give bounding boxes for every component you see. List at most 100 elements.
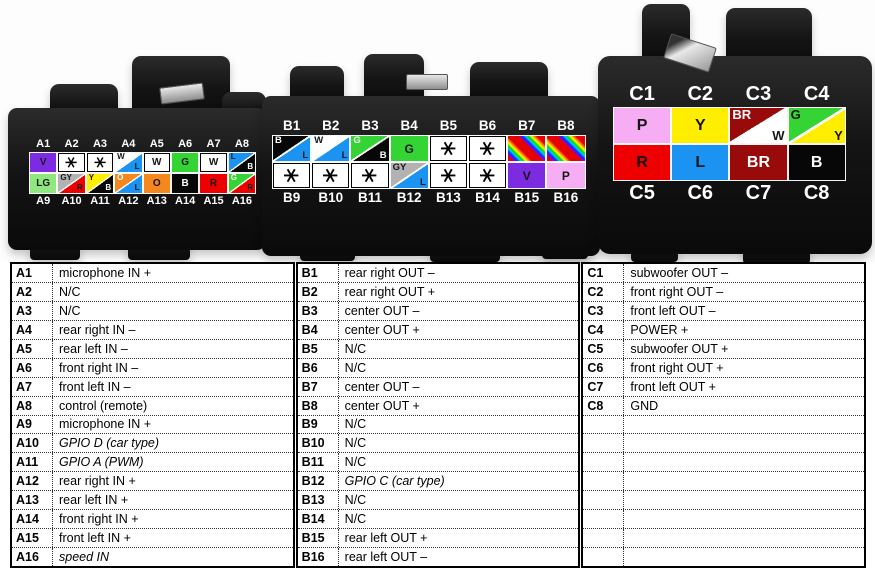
pin-b14: ∗ [467,162,508,189]
pin-label-a4: A4 [121,138,136,150]
pin-id-cell: A10 [12,434,53,453]
table-row: C4 POWER + [583,320,865,340]
pin-color-code: BR [732,107,752,122]
connector-a-pinblock: A1 A2 A3 A4 A5 A6 A7 A8 V ∗ ∗ W L W G W L B LG GY R Y B O L O B R G R… [29,137,257,209]
pin-function-cell: microphone IN + [59,265,152,280]
pin-b13: ∗ [428,162,468,189]
pin-function-cell: front right IN – [59,360,139,375]
pin-id-cell: B8 [298,396,339,415]
pin-function-cell: rear right IN + [59,474,136,489]
pin-color-code: B [181,178,189,189]
pin-function-cell: rear left IN + [59,493,129,508]
pin-label-a1: A1 [36,138,51,150]
pin-function-cell: GPIO C (car type) [344,474,445,489]
pin-label-c2: C2 [687,83,714,105]
connector-c-cells: P Y BR W G Y R L BR B [613,107,846,181]
pin-label-b15: B15 [514,190,540,205]
table-row: B15 rear left OUT + [297,529,579,549]
table-row: A6 front right IN – [12,358,293,378]
table-row: B1 rear right OUT – [297,264,579,283]
table-row: A3 N/C [12,301,293,321]
pin-label-b14: B14 [475,190,500,205]
pin-function-cell: front left OUT + [630,379,716,394]
pin-label-b1: B1 [282,118,301,133]
pin-color-code: O [152,178,161,189]
pin-function-cell: rear left OUT + [344,531,428,546]
table-row: B14 N/C [297,510,579,530]
pin-a13: O [142,173,171,194]
pin-id-cell: C3 [583,301,625,320]
table-row [583,453,865,473]
pin-label-c6: C6 [687,182,714,204]
table-row: C5 subwoofer OUT + [583,339,865,359]
pin-color-code: W [772,127,785,143]
table-row: A14 front right IN + [12,510,293,530]
pin-color-code: G [404,141,414,156]
any-color-asterisk-icon: ∗ [474,165,501,186]
pin-label-row: A1 A2 A3 A4 A5 A6 A7 A8 [29,137,256,152]
pin-a7: W [199,152,228,173]
pin-label-b6: B6 [478,118,497,133]
pin-id-cell: C1 [583,264,625,282]
pin-a5: W [142,152,171,173]
pin-label-b7: B7 [518,118,536,133]
table-row: B8 center OUT + [297,396,579,416]
pin-id-cell: B12 [298,472,339,491]
any-color-asterisk-icon: ∗ [317,165,344,186]
pin-a2: ∗ [57,152,86,173]
connector-a-cells: V ∗ ∗ W L W G W L B LG GY R Y B O L O B R G R [29,152,257,194]
pin-label-row: A9 A10 A11 A12 A13 A14 A15 A16 [29,194,256,209]
pin-label-b11: B11 [357,190,382,205]
pin-function-cell: front left OUT – [630,303,716,318]
pin-id-cell [583,453,625,472]
pin-id-cell: B10 [298,434,339,453]
pin-id-cell: C6 [583,358,625,377]
pin-label-a8: A8 [234,138,249,150]
pin-color-code: Y [694,116,706,134]
pin-id-cell [583,510,625,529]
pin-color-code: O [117,173,124,182]
pin-id-cell: B11 [298,453,339,472]
pin-color-code: L [302,149,309,161]
pin-id-cell: B14 [298,510,339,529]
pin-function-cell: N/C [344,436,367,451]
pin-b12: GY L [389,162,429,189]
pin-color-code: L [134,183,140,193]
pin-id-cell: A12 [12,472,53,491]
table-row: C7 front left OUT + [583,377,865,397]
pin-label-a6: A6 [178,138,193,150]
pin-id-cell [583,415,625,434]
pin-a15: R [199,173,228,194]
pin-color-code: L [695,153,706,171]
pin-id-cell: B1 [298,264,339,282]
pin-id-cell: A9 [12,415,53,434]
table-row: A8 control (remote) [12,396,293,416]
table-row: A5 rear left IN – [12,339,293,359]
pin-label-c3: C3 [745,83,772,105]
pin-function-cell: N/C [344,360,367,375]
pin-function-cell: center OUT + [344,322,420,337]
table-row: B4 center OUT + [297,320,579,340]
pin-color-code: W [117,152,125,161]
pin-color-code: V [39,157,47,168]
pin-function-cell: N/C [59,303,81,318]
pin-color-code: L [230,152,236,161]
pin-function-cell: center OUT – [344,379,420,394]
pin-label-a2: A2 [64,138,79,150]
pin-color-code: P [561,168,570,183]
pin-id-cell: B6 [298,358,339,377]
pin-id-cell: B2 [298,282,339,301]
pin-color-code: B [275,135,282,146]
table-row: A1 microphone IN + [12,264,293,283]
pin-c1: P [613,107,672,144]
pin-function-cell: front right OUT – [630,284,724,299]
pin-function-cell: center OUT – [344,303,420,318]
pin-id-cell: B3 [298,301,339,320]
any-color-asterisk-icon: ∗ [356,165,383,186]
